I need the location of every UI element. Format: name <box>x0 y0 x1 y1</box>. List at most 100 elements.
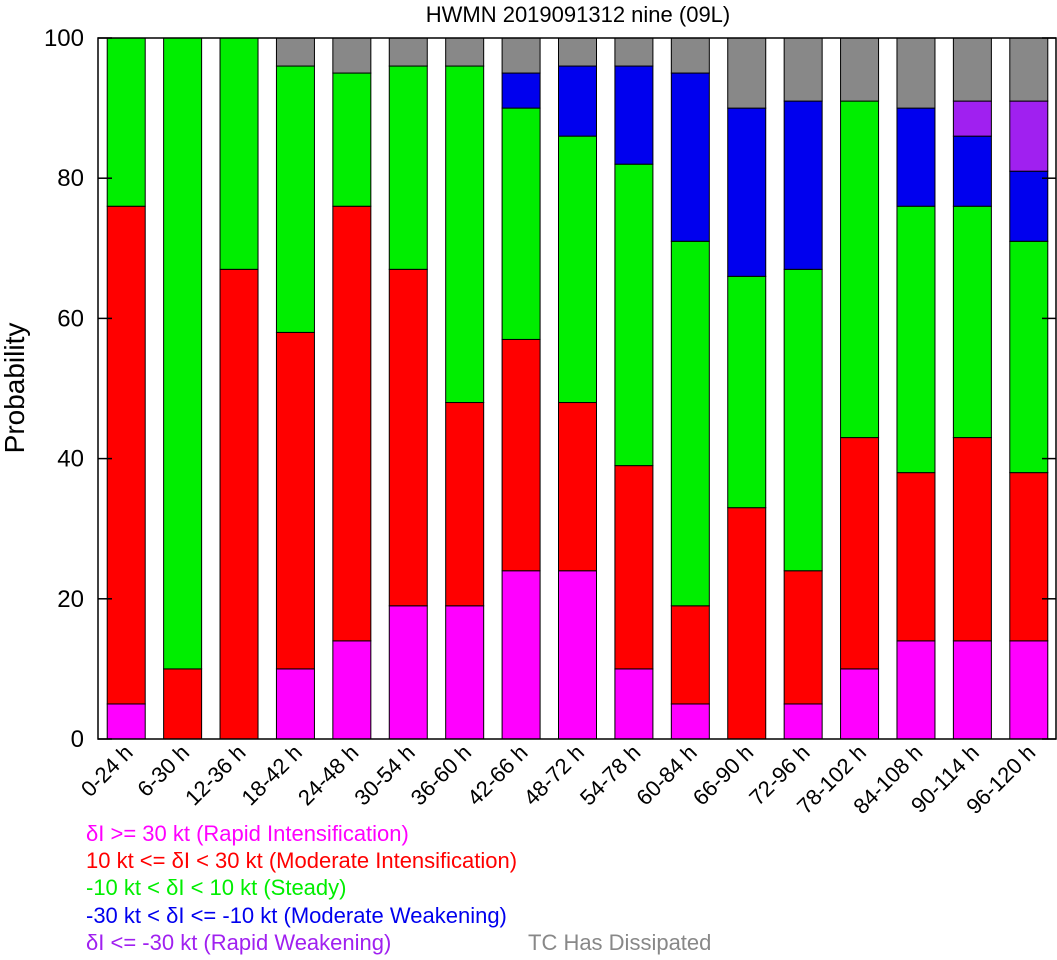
legend-entry-steady: -10 kt < δI < 10 kt (Steady) <box>86 875 347 900</box>
bar-segment-0-series-1 <box>106 205 146 705</box>
y-tick-label-40: 40 <box>57 446 84 473</box>
bar-segment-9-series-1 <box>614 465 654 670</box>
bar-segment-15-series-2 <box>952 205 992 439</box>
bar-segment-16-series-3 <box>1009 170 1049 242</box>
bar-segment-16-series-2 <box>1009 240 1049 474</box>
bar-segment-3-series-0 <box>275 668 315 740</box>
bar-segment-16-series-0 <box>1009 640 1049 740</box>
legend-entry-moderate-intensification: 10 kt <= δI < 30 kt (Moderate Intensific… <box>86 848 518 873</box>
x-tick-label-0: 0-24 h <box>76 740 138 802</box>
bar-segment-14-series-3 <box>896 107 936 207</box>
bar-segment-15-series-3 <box>952 135 992 207</box>
x-tick-label-4: 24-48 h <box>293 740 363 810</box>
bar-segment-6-series-1 <box>445 402 485 607</box>
y-tick-label-60: 60 <box>57 305 84 332</box>
bar-segment-15-series-4 <box>952 100 992 137</box>
bar-segment-2-series-1 <box>219 268 259 740</box>
bar-segment-8-series-1 <box>558 402 597 572</box>
bar-segment-15-series-1 <box>952 437 992 642</box>
bar-segment-12-series-1 <box>783 570 823 705</box>
bar-segment-16-series-4 <box>1009 100 1049 172</box>
bar-segment-4-series-1 <box>332 205 372 642</box>
legend-entry-rapid-weakening: δI <= -30 kt (Rapid Weakening) <box>86 930 392 955</box>
bar-segment-9-series-2 <box>614 163 654 467</box>
bar-segment-6-series-2 <box>445 65 485 404</box>
bar-segment-5-series-0 <box>388 605 428 740</box>
x-tick-label-11: 66-90 h <box>688 740 758 810</box>
bar-segment-3-series-2 <box>275 65 315 333</box>
bar-segment-15-series-0 <box>952 640 992 740</box>
axes-group <box>97 37 1057 740</box>
y-tick-label-80: 80 <box>57 165 84 192</box>
bar-segment-14-series-2 <box>896 205 936 474</box>
x-tick-label-10: 60-84 h <box>631 740 701 810</box>
bar-segment-7-series-2 <box>501 107 541 340</box>
bar-segment-6-series-0 <box>445 605 485 740</box>
bar-segment-8-series-3 <box>558 65 597 137</box>
legend-entry-moderate-weakening: -30 kt < δI <= -10 kt (Moderate Weakenin… <box>86 903 507 928</box>
bar-segment-10-series-2 <box>670 240 710 607</box>
bar-segment-3-series-1 <box>275 331 315 670</box>
x-tick-label-7: 42-66 h <box>462 740 532 810</box>
legend-entry-rapid-intensification: δI >= 30 kt (Rapid Intensification) <box>86 821 409 846</box>
bar-segment-1-series-2 <box>163 37 203 670</box>
bar-segment-7-series-1 <box>501 338 541 572</box>
bar-segment-15-series-5 <box>952 37 992 102</box>
bar-segment-12-series-5 <box>783 37 823 102</box>
bar-segment-8-series-5 <box>558 37 597 67</box>
bar-segment-7-series-5 <box>501 37 541 74</box>
bar-segment-4-series-5 <box>332 37 372 74</box>
bar-segment-8-series-0 <box>558 570 597 740</box>
bar-segment-10-series-5 <box>670 37 710 74</box>
bar-segment-11-series-5 <box>727 37 767 109</box>
bar-segment-0-series-0 <box>106 703 146 740</box>
bar-segment-5-series-1 <box>388 268 428 607</box>
bar-segment-5-series-5 <box>388 37 428 67</box>
bar-segment-8-series-2 <box>558 135 597 404</box>
bar-segment-16-series-5 <box>1009 37 1049 102</box>
bar-segment-10-series-1 <box>670 605 710 705</box>
bar-segment-5-series-2 <box>388 65 428 270</box>
x-tick-label-8: 48-72 h <box>519 740 589 810</box>
bar-segment-13-series-1 <box>840 437 880 670</box>
bar-segment-11-series-1 <box>727 507 767 740</box>
bar-segment-0-series-2 <box>106 37 146 207</box>
y-tick-label-20: 20 <box>57 586 84 613</box>
bar-segment-6-series-5 <box>445 37 485 67</box>
y-ticks-group: 0 20 40 60 80 100 <box>44 25 1056 753</box>
bar-segment-10-series-0 <box>670 703 710 740</box>
bar-segment-4-series-2 <box>332 72 372 207</box>
plot-frame <box>97 37 1057 740</box>
y-tick-label-100: 100 <box>44 25 84 52</box>
bar-segment-9-series-5 <box>614 37 654 67</box>
bar-segment-2-series-2 <box>219 37 259 270</box>
bar-segment-10-series-3 <box>670 72 710 242</box>
bar-segment-11-series-3 <box>727 107 767 277</box>
bar-segment-3-series-5 <box>275 37 315 67</box>
bar-segment-14-series-0 <box>896 640 936 740</box>
chart-title: HWMN 2019091312 nine (09L) <box>426 2 731 27</box>
bar-segment-1-series-1 <box>163 668 203 740</box>
x-tick-label-2: 12-36 h <box>180 740 250 810</box>
y-tick-label-0: 0 <box>71 726 84 753</box>
bar-segment-12-series-0 <box>783 703 823 740</box>
legend-entry-dissipated: TC Has Dissipated <box>528 930 712 955</box>
bar-segment-12-series-2 <box>783 268 823 572</box>
x-tick-label-5: 30-54 h <box>349 740 419 810</box>
bar-segment-11-series-2 <box>727 275 767 509</box>
bar-segment-4-series-0 <box>332 640 372 740</box>
bar-segment-13-series-0 <box>840 668 880 740</box>
x-tick-label-9: 54-78 h <box>575 740 645 810</box>
bar-segment-13-series-2 <box>840 100 880 439</box>
bar-segment-7-series-0 <box>501 570 541 740</box>
x-tick-label-3: 18-42 h <box>237 740 307 810</box>
x-tick-label-6: 36-60 h <box>406 740 476 810</box>
bar-segment-12-series-3 <box>783 100 823 270</box>
y-axis-label: Probability <box>0 323 30 454</box>
bars-group <box>106 37 1049 740</box>
x-ticks-group: 0-24 h6-30 h12-36 h18-42 h24-48 h30-54 h… <box>76 740 1040 819</box>
bar-segment-14-series-5 <box>896 37 936 109</box>
bar-segment-14-series-1 <box>896 472 936 642</box>
bar-segment-7-series-3 <box>501 72 541 109</box>
